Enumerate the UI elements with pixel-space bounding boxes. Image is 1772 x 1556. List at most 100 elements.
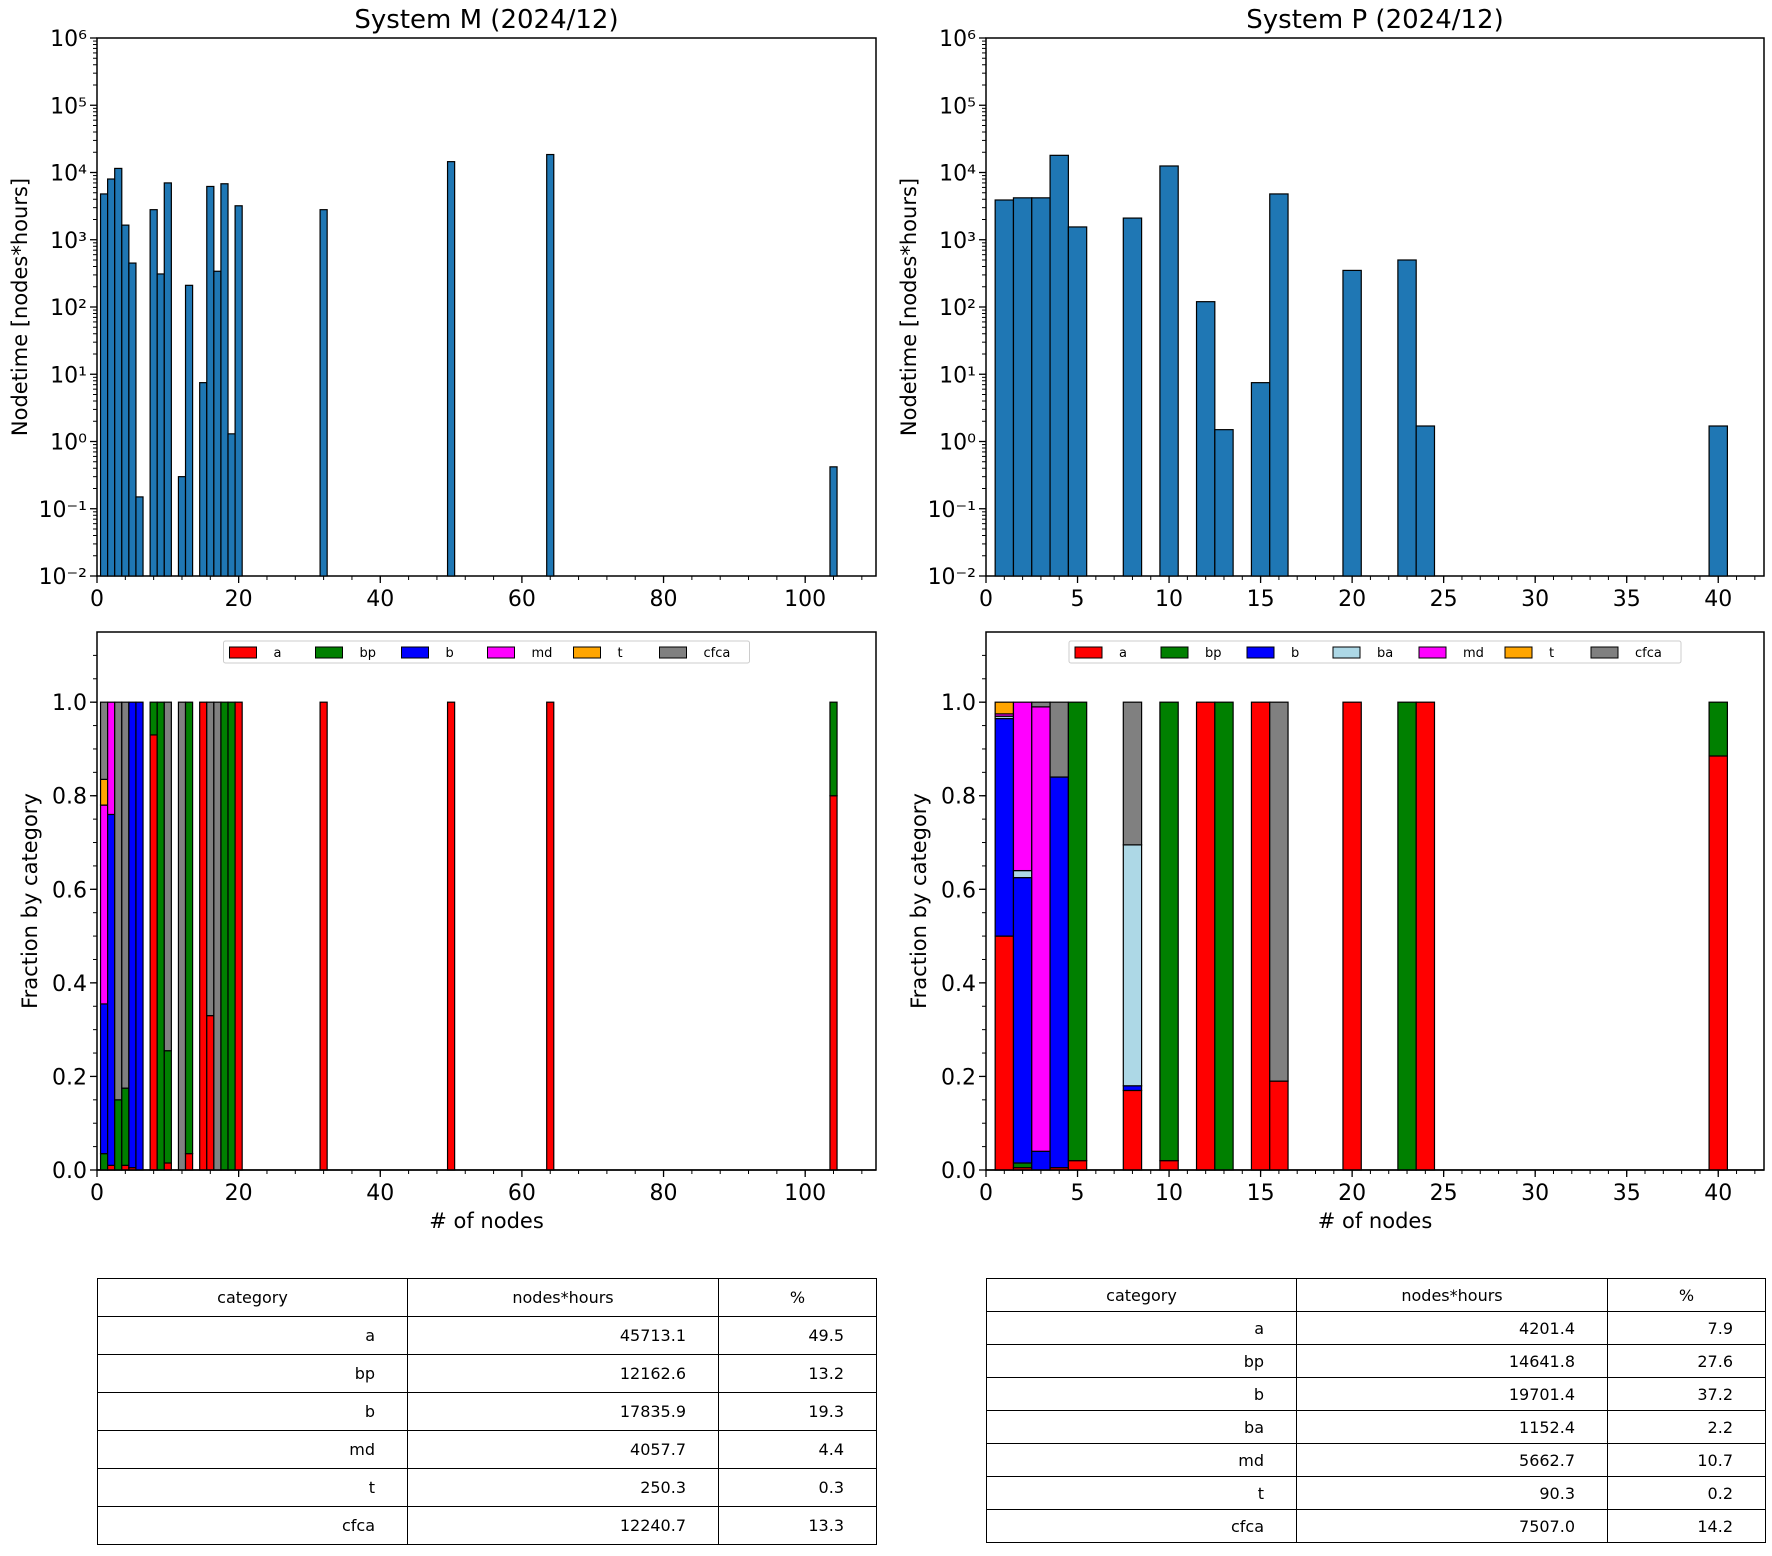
x-tick-label: 20: [1338, 587, 1366, 612]
table-row: md 4057.7 4.4: [97, 1430, 877, 1469]
bar-segment-ba: [1012, 869, 1033, 879]
bar-segment-b: [994, 717, 1015, 937]
table-cell: 12162.6: [407, 1354, 719, 1393]
bar-segment-a: [829, 795, 838, 1171]
bar-segment-a: [149, 734, 158, 1171]
y-tick-label: 0.2: [52, 1065, 87, 1090]
column-header: %: [718, 1278, 877, 1317]
table-row: a 4201.4 7.9: [986, 1311, 1766, 1345]
x-tick-label: 35: [1613, 587, 1641, 612]
bar: [121, 224, 130, 577]
bar: [227, 433, 236, 577]
x-axis-label: # of nodes: [1318, 1209, 1433, 1233]
bar-segment-t: [99, 778, 109, 806]
bar-segment-bp: [184, 701, 194, 1155]
y-tick-label: 0.6: [52, 878, 87, 903]
y-tick-label: 10³: [939, 229, 976, 254]
y-tick-label: 10²: [50, 296, 87, 321]
bar-segment-a: [1159, 1160, 1179, 1171]
x-tick-label: 60: [508, 587, 536, 612]
bar: [184, 284, 194, 577]
y-tick-label: 10¹: [939, 363, 976, 388]
table-row: bp 14641.8 27.6: [986, 1344, 1766, 1378]
bar: [1214, 429, 1234, 577]
y-axis-label: Fraction by category: [907, 793, 931, 1009]
bar: [234, 205, 243, 577]
bar-segment-cfca: [1122, 701, 1143, 846]
table-row: ba 1152.4 2.2: [986, 1410, 1766, 1444]
bar-segment-a: [319, 701, 328, 1171]
bar-segment-cfca: [114, 701, 123, 1101]
x-axis-label: # of nodes: [429, 1209, 544, 1233]
bar: [213, 270, 222, 577]
table-cell: 4057.7: [407, 1430, 719, 1469]
bar-segment-a: [1250, 701, 1271, 1171]
y-tick-label: 1.0: [52, 691, 87, 716]
x-tick-label: 80: [650, 587, 678, 612]
table-cell: 7.9: [1607, 1311, 1766, 1345]
x-tick-label: 100: [784, 587, 826, 612]
table-row: md 5662.7 10.7: [986, 1443, 1766, 1477]
table-cell: md: [986, 1443, 1297, 1477]
bar-segment-b: [107, 813, 116, 1166]
table-cell: 10.7: [1607, 1443, 1766, 1477]
x-tick-label: 0: [90, 1181, 104, 1206]
legend-label: bp: [360, 646, 377, 661]
bar: [1195, 301, 1216, 577]
bar-segment-a: [163, 1162, 172, 1171]
bar-segment-md: [99, 804, 109, 1005]
bar-segment-cfca: [206, 701, 215, 1017]
legend-swatch-a: [1074, 646, 1103, 659]
y-tick-label: 0.4: [941, 972, 976, 997]
bar-segment-b: [1122, 1085, 1143, 1092]
bar-segment-bp: [829, 701, 838, 797]
y-tick-label: 10⁻²: [39, 565, 87, 590]
y-tick-label: 10⁴: [939, 162, 976, 187]
legend-swatch-cfca: [659, 646, 687, 659]
y-tick-label: 0.8: [941, 785, 976, 810]
table-cell: md: [97, 1430, 408, 1469]
table-row: t 90.3 0.2: [986, 1476, 1766, 1510]
x-tick-label: 5: [1071, 1181, 1085, 1206]
table-cell: 7507.0: [1296, 1509, 1608, 1543]
bar: [829, 466, 838, 577]
bar-segment-bp: [1397, 701, 1417, 1171]
y-tick-label: 10⁴: [50, 162, 87, 187]
table-cell: 1152.4: [1296, 1410, 1608, 1444]
y-tick-label: 10⁰: [50, 431, 87, 456]
bar-segment-ba: [1122, 844, 1143, 1087]
bar-segment-a: [1342, 701, 1362, 1171]
bar-segment-bp: [1708, 701, 1728, 757]
table-cell: 12240.7: [407, 1506, 719, 1545]
bar-segment-bp: [1214, 701, 1234, 1171]
x-tick-label: 20: [225, 1181, 253, 1206]
y-tick-label: 10⁰: [939, 431, 976, 456]
bar-segment-b: [1012, 877, 1033, 1164]
x-tick-label: 0: [979, 587, 993, 612]
y-tick-label: 1.0: [941, 691, 976, 716]
y-tick-label: 0.8: [52, 785, 87, 810]
table-cell: 17835.9: [407, 1392, 719, 1431]
table-cell: 49.5: [718, 1316, 877, 1355]
bar-segment-b: [1049, 776, 1069, 1169]
x-tick-label: 10: [1155, 1181, 1183, 1206]
y-tick-label: 10⁻¹: [39, 498, 87, 523]
legend-label: md: [1463, 646, 1484, 661]
legend-swatch-cfca: [1590, 646, 1619, 659]
bar-segment-a: [1415, 701, 1436, 1171]
legend-label: b: [446, 646, 454, 661]
table-cell: 45713.1: [407, 1316, 719, 1355]
table-cell: t: [986, 1476, 1297, 1510]
y-tick-label: 0.2: [941, 1065, 976, 1090]
column-header: nodes*hours: [407, 1278, 719, 1317]
table-cell: bp: [97, 1354, 408, 1393]
bar-segment-a: [546, 701, 555, 1171]
legend-swatch-ba: [1332, 646, 1361, 659]
y-axis-label: Nodetime [nodes*hours]: [897, 178, 921, 436]
y-tick-label: 10⁶: [50, 27, 87, 52]
table-cell: ba: [986, 1410, 1297, 1444]
x-tick-label: 20: [1338, 1181, 1366, 1206]
legend-label: cfca: [1635, 646, 1662, 661]
x-tick-label: 25: [1430, 1181, 1458, 1206]
